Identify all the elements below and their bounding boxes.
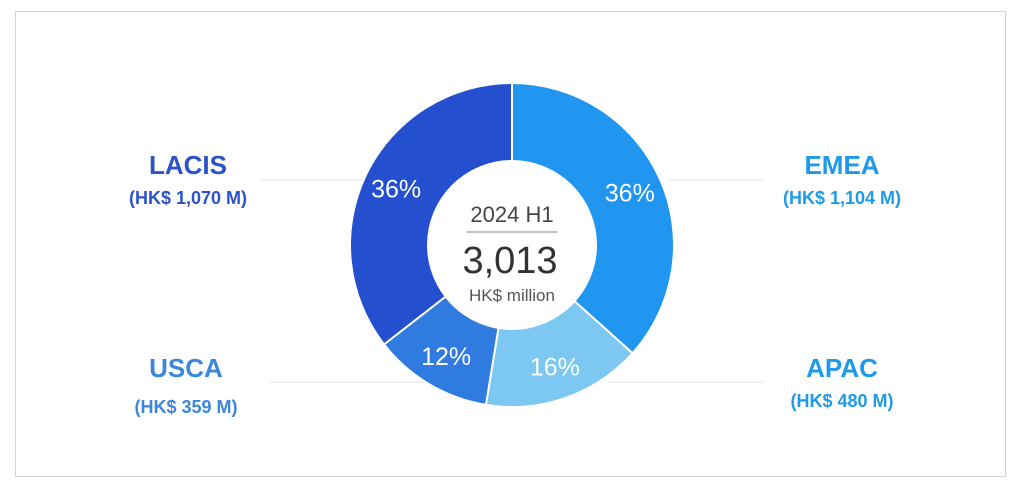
percent-label-emea: 36% xyxy=(605,179,655,207)
region-label-usca: USCA xyxy=(149,353,223,383)
region-amount-lacis: (HK$ 1,070 M) xyxy=(129,188,247,208)
center-period: 2024 H1 xyxy=(470,202,553,227)
region-label-lacis: LACIS xyxy=(149,150,227,180)
percent-label-apac: 16% xyxy=(530,354,580,382)
center-unit: HK$ million xyxy=(469,286,555,305)
region-label-apac: APAC xyxy=(806,353,878,383)
region-amount-usca: (HK$ 359 M) xyxy=(134,397,237,417)
percent-label-lacis: 36% xyxy=(371,175,421,203)
region-amount-apac: (HK$ 480 M) xyxy=(790,391,893,411)
donut-hole xyxy=(427,160,597,330)
region-amount-emea: (HK$ 1,104 M) xyxy=(783,188,901,208)
slice-emea xyxy=(511,81,675,355)
center-total: 3,013 xyxy=(462,240,557,282)
percent-label-usca: 12% xyxy=(421,343,471,371)
region-label-emea: EMEA xyxy=(804,150,879,180)
slice-lacis xyxy=(349,81,513,346)
